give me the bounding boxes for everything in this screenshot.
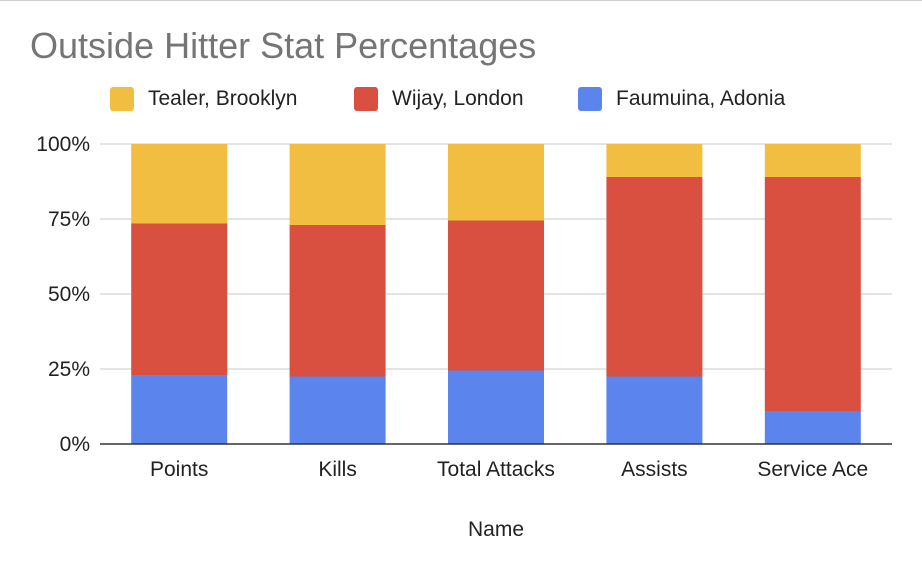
legend-label-wijay: Wijay, London [392,87,524,110]
bar-segment[interactable] [606,144,703,177]
legend: Tealer, Brooklyn Wijay, London Faumuina,… [0,87,922,117]
bar-segment[interactable] [131,223,228,376]
bar-segment[interactable] [289,225,386,377]
bar-segment[interactable] [606,376,703,445]
legend-label-faumuina: Faumuina, Adonia [616,87,786,110]
chart-title: Outside Hitter Stat Percentages [30,25,537,66]
bar-segment[interactable] [764,177,861,411]
bar-segment[interactable] [289,376,386,445]
x-tick-label: Total Attacks [437,458,555,481]
legend-swatch-tealer [110,87,134,111]
bar-segment[interactable] [448,144,544,221]
x-tick-label: Assists [621,458,688,481]
bar-segment[interactable] [448,370,544,445]
bar-segment[interactable] [131,144,228,224]
y-tick-label: 0% [60,433,90,456]
y-tick-label: 50% [48,283,90,306]
x-axis-title: Name [468,518,524,541]
legend-item-wijay[interactable]: Wijay, London [354,87,524,111]
y-tick-label: 100% [36,133,90,156]
bar-segment[interactable] [764,411,861,444]
legend-label-tealer: Tealer, Brooklyn [148,87,298,110]
bar-segment[interactable] [131,375,228,444]
bar-segment[interactable] [289,144,386,225]
x-tick-label: Points [150,458,208,481]
bar-segment[interactable] [606,177,703,377]
legend-item-tealer[interactable]: Tealer, Brooklyn [110,87,297,111]
bar-segment[interactable] [448,220,544,371]
x-tick-label: Kills [318,458,357,481]
legend-swatch-faumuina [578,87,602,111]
bar-segment[interactable] [764,144,861,177]
y-tick-label: 75% [48,208,90,231]
legend-item-faumuina[interactable]: Faumuina, Adonia [578,87,785,111]
x-tick-label: Service Ace [757,458,868,481]
y-tick-label: 25% [48,358,90,381]
legend-swatch-wijay [354,87,378,111]
